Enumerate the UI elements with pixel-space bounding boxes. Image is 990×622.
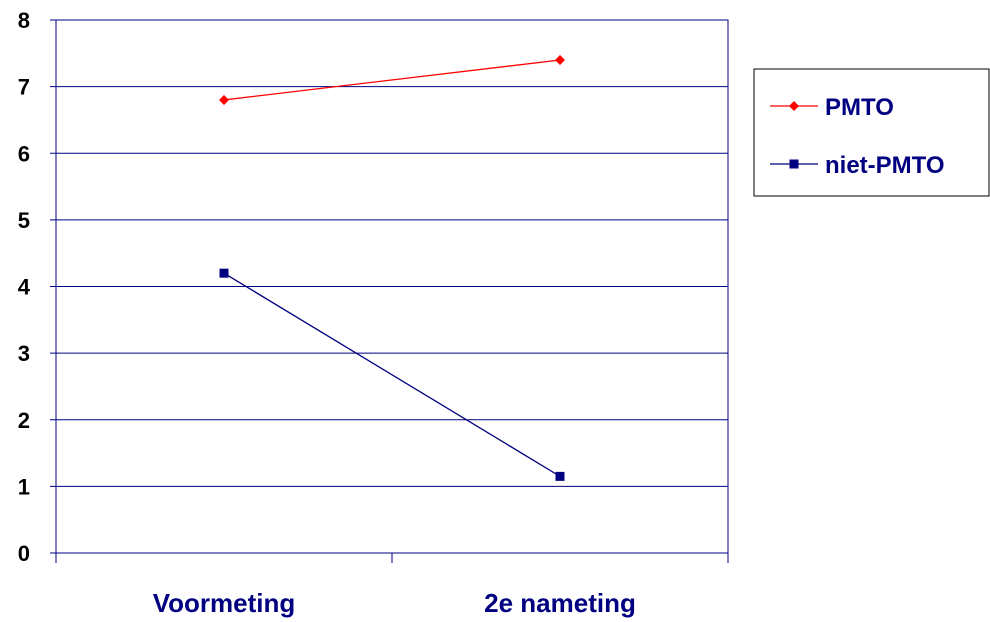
legend-label: PMTO [825,94,894,121]
x-category-label: Voormeting [153,588,296,618]
data-point [555,471,565,481]
data-point [219,268,229,278]
y-tick-label: 6 [18,141,30,166]
legend-label: niet-PMTO [825,152,945,179]
data-point [219,94,229,105]
series-pmto [219,54,565,105]
series-line [223,59,561,101]
gridlines [50,19,728,554]
y-tick-label: 1 [18,474,30,499]
legend-box [753,68,990,197]
legend-item: niet-PMTO [770,152,945,179]
y-tick-label: 4 [18,275,31,300]
y-tick-label: 5 [18,208,30,233]
data-point [555,54,565,65]
series-niet-pmto [219,268,565,481]
legend-item: PMTO [770,94,894,121]
x-category-label: 2e nameting [484,588,636,618]
series-line [223,272,561,477]
y-tick-label: 2 [18,408,30,433]
x-axis-ticks: Voormeting 2e nameting [55,553,729,618]
y-axis-ticks: 0 1 2 3 4 5 6 7 8 [18,8,31,566]
y-tick-label: 0 [18,541,30,566]
legend: PMTO niet-PMTO [753,68,990,197]
series-group [219,54,565,481]
y-tick-label: 3 [18,341,30,366]
legend-marker [789,159,799,169]
y-tick-label: 8 [18,8,30,33]
legend-marker [789,101,799,111]
y-tick-label: 7 [18,75,30,100]
